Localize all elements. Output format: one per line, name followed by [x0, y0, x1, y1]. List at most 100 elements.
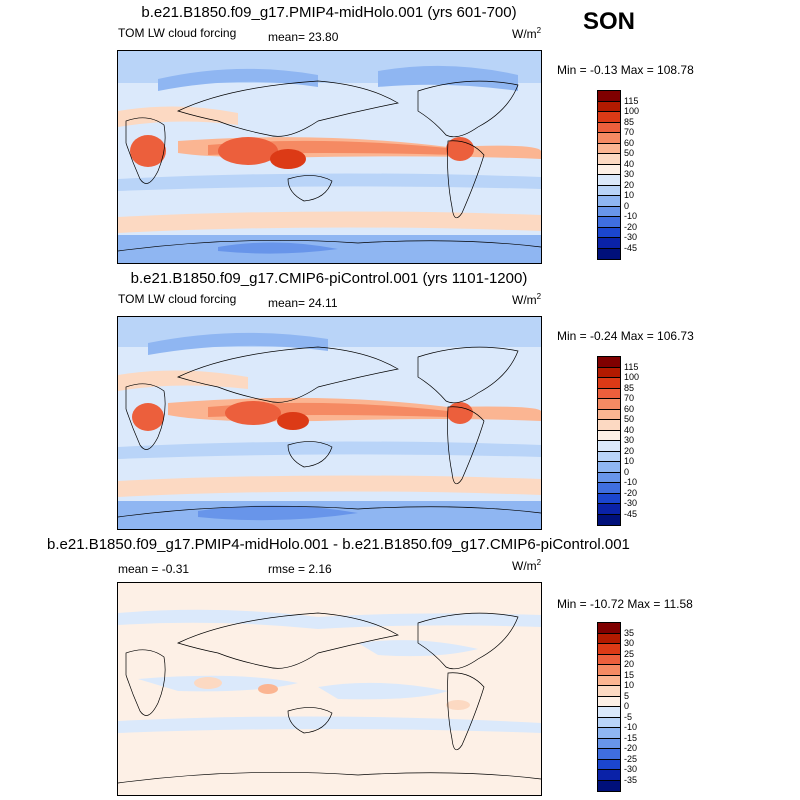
units-base: W/m [512, 559, 537, 573]
colorbar-swatch [598, 728, 620, 739]
colorbar-swatch [598, 644, 620, 655]
colorbar-swatch [598, 227, 620, 238]
colorbar-tick-label: 50 [624, 148, 635, 158]
units-label: W/m2 [512, 558, 541, 573]
colorbar-swatch [598, 633, 620, 644]
colorbar-swatch [598, 133, 620, 144]
colorbar-tick-label: -10 [624, 211, 638, 221]
colorbar-box [597, 356, 621, 526]
colorbar-tick-label: 30 [624, 169, 635, 179]
colorbar-tick-label: 115 [624, 95, 639, 106]
colorbar-tick-label: 35 [624, 627, 635, 638]
units-base: W/m [512, 27, 537, 41]
field-amazon-core [447, 402, 473, 424]
colorbar-tick-label: -30 [624, 764, 638, 774]
colorbar-swatch [598, 696, 620, 707]
colorbar-swatch [598, 462, 620, 473]
colorbar-tick-label: 115 [624, 361, 639, 372]
colorbar-tick-label: 85 [624, 116, 635, 127]
colorbar-tick-label: 20 [624, 179, 635, 190]
colorbar-swatch [598, 451, 620, 462]
coastlines [118, 80, 541, 252]
field-africa-core [132, 403, 164, 431]
colorbar-swatch [598, 738, 620, 749]
field-south-high [118, 211, 541, 233]
mean-label: mean= 24.11 [268, 296, 338, 310]
colorbar-tick-label: -20 [624, 221, 638, 232]
colorbar-swatch [598, 101, 620, 112]
colorbar-swatch [598, 504, 620, 515]
colorbar: 35 30 25 20 15 10 5 0 -5 -10 -15 -20 -25 -30 -35 [597, 622, 637, 792]
variable-label: TOM LW cloud forcing [118, 292, 237, 306]
colorbar-swatch [598, 206, 620, 217]
colorbar-tick-label: 10 [624, 680, 635, 690]
field-subtropic-low [118, 441, 541, 459]
map-svg [118, 317, 541, 529]
field-negative-patch [358, 640, 478, 657]
colorbar-swatch [598, 770, 620, 781]
colorbar-tick-label: 0 [624, 466, 630, 477]
field-antarctic-low [218, 242, 338, 254]
map-plot [117, 50, 542, 264]
colorbar-swatch [598, 441, 620, 452]
colorbar-tick-label: -35 [624, 774, 638, 785]
colorbar-tick-label: 60 [624, 137, 635, 148]
panel-title: b.e21.B1850.f09_g17.PMIP4-midHolo.001 - … [47, 536, 630, 553]
colorbar-tick-label: 5 [624, 690, 630, 701]
colorbar-swatch [598, 238, 620, 249]
mean-label: mean= 23.80 [268, 30, 339, 44]
units-base: W/m [512, 293, 537, 307]
field-positive-patch [258, 684, 278, 694]
map-svg [118, 583, 541, 795]
colorbar-swatch [598, 217, 620, 228]
field-positive-patch [446, 700, 470, 710]
colorbar-tick-label: -20 [624, 743, 638, 753]
colorbar-tick-label: -10 [624, 477, 638, 487]
panel-title: b.e21.B1850.f09_g17.PMIP4-midHolo.001 (y… [141, 4, 517, 21]
colorbar-swatch [598, 91, 620, 102]
colorbar-swatch [598, 378, 620, 389]
colorbar-tick-label: -30 [624, 232, 638, 242]
colorbar-tick-label: 10 [624, 456, 635, 466]
colorbar-tick-label: -25 [624, 753, 638, 764]
colorbar-tick-label: -5 [624, 711, 633, 722]
colorbar-box [597, 90, 621, 260]
colorbar-swatch [598, 248, 620, 259]
units-label: W/m2 [512, 292, 541, 307]
colorbar-swatch [598, 749, 620, 760]
colorbar-swatch [598, 143, 620, 154]
colorbar-tick-label: -45 [624, 508, 638, 519]
colorbar-swatch [598, 399, 620, 410]
minmax-label: Min = -10.72 Max = 11.58 [557, 597, 693, 611]
colorbar-swatch [598, 196, 620, 207]
map-plot [117, 316, 542, 530]
colorbar-tick-label: -15 [624, 732, 638, 743]
colorbar-swatch [598, 185, 620, 196]
colorbar-swatch [598, 164, 620, 175]
field-warmpool-core [270, 149, 306, 169]
minmax-label: Min = -0.13 Max = 108.78 [557, 63, 694, 77]
coastlines [118, 612, 541, 784]
colorbar-swatch [598, 623, 620, 634]
colorbar-tick-label: 70 [624, 393, 635, 403]
minmax-label: Min = -0.24 Max = 106.73 [557, 329, 694, 343]
map-svg [118, 51, 541, 263]
colorbar-swatch [598, 686, 620, 697]
colorbar-tick-label: 85 [624, 382, 635, 393]
mean-label: mean = -0.31 [118, 562, 190, 576]
colorbar-tick-label: 10 [624, 190, 635, 200]
season-label: SON [583, 8, 636, 35]
colorbar-swatch [598, 675, 620, 686]
colorbar-swatch [598, 122, 620, 133]
colorbar-tick-label: 0 [624, 701, 630, 711]
colorbar-swatch [598, 367, 620, 378]
colorbar-tick-label: 20 [624, 659, 635, 669]
colorbar-tick-label: 60 [624, 403, 635, 414]
field-negative-band [118, 609, 541, 629]
field-warmpool-core [218, 137, 278, 165]
colorbar-swatch [598, 654, 620, 665]
field-antarctic-low [198, 505, 358, 521]
colorbar-tick-label: 50 [624, 414, 635, 424]
colorbar-tick-label: 100 [624, 106, 640, 116]
colorbar-swatch [598, 388, 620, 399]
